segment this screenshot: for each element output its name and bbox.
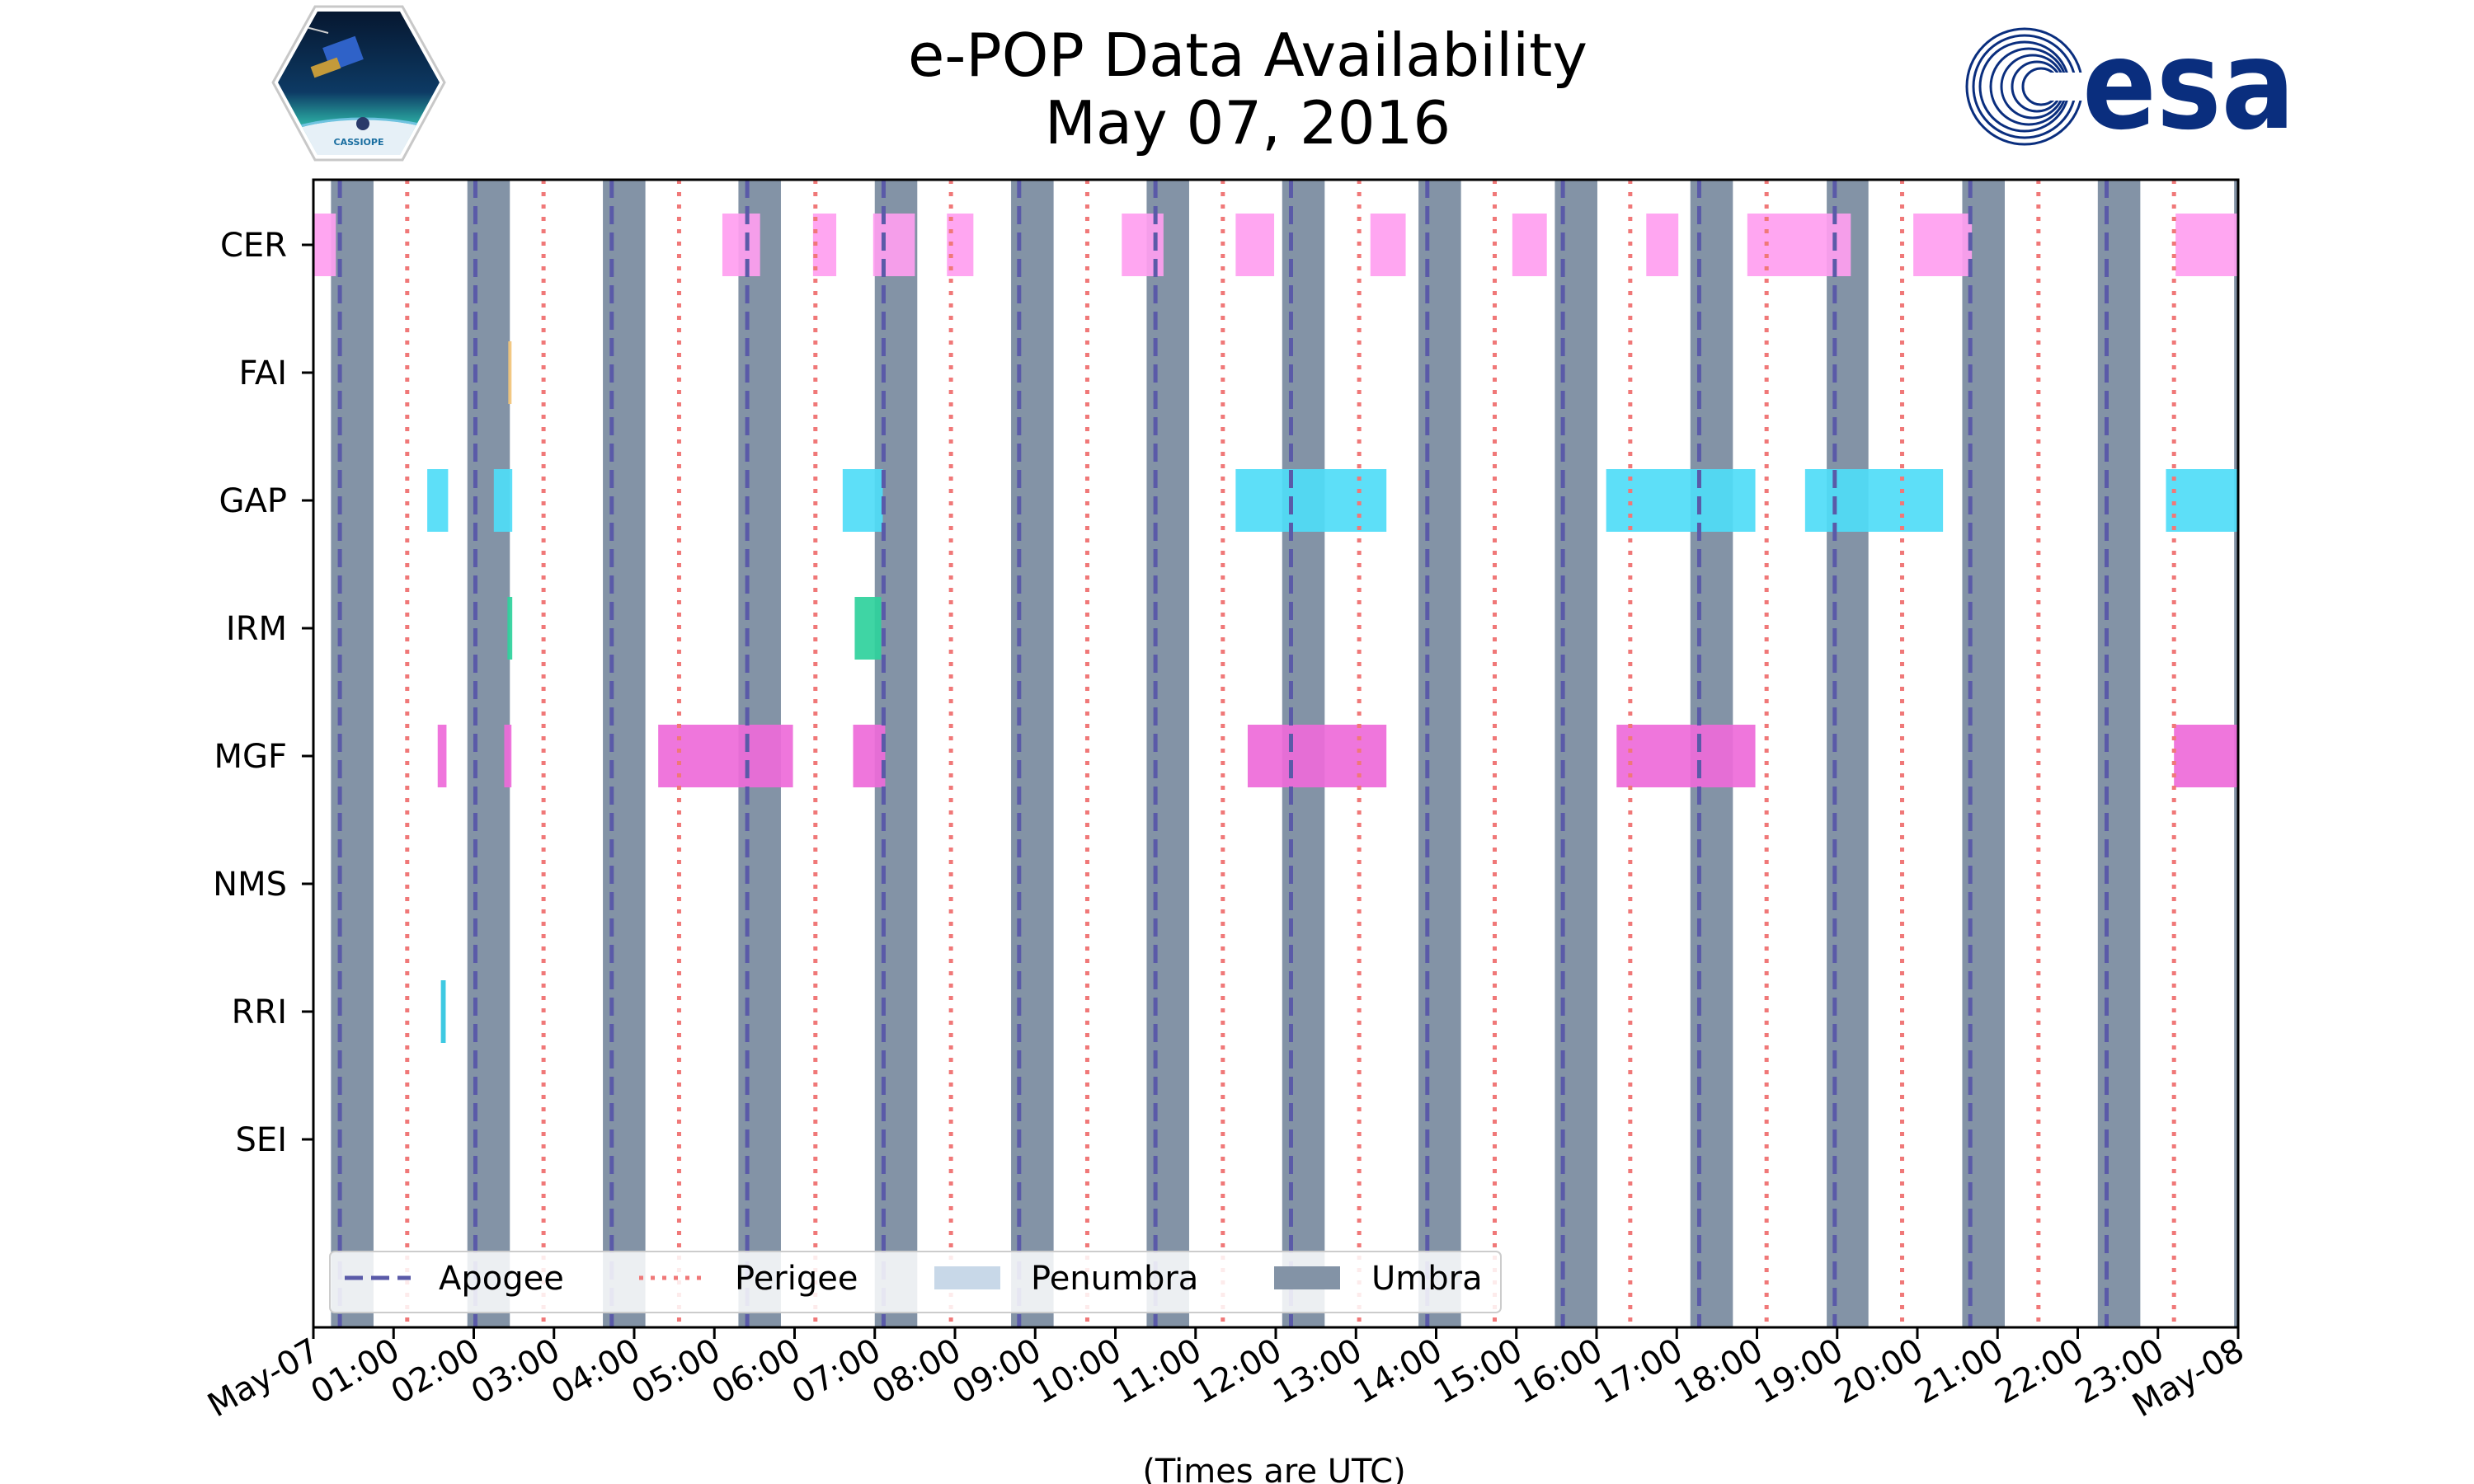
gap-availability-bar-3	[1235, 469, 1387, 532]
irm-availability-bar-1	[854, 597, 882, 660]
x-tick-label-9: 09:00	[946, 1331, 1047, 1411]
fai-availability-bar-0	[508, 341, 512, 404]
mgf-availability-bar-0	[437, 725, 447, 787]
x-tick-label-2: 02:00	[385, 1331, 487, 1411]
legend-umbra-label: Umbra	[1371, 1260, 1483, 1298]
mgf-availability-bar-3	[853, 725, 886, 787]
x-tick-label-17: 17:00	[1587, 1331, 1689, 1411]
y-tick-label-gap: GAP	[219, 482, 287, 520]
cer-availability-bar-0	[313, 214, 336, 276]
legend-umbra-swatch	[1274, 1266, 1340, 1289]
cer-availability-bar-3	[872, 214, 915, 276]
x-tick-label-11: 11:00	[1107, 1331, 1208, 1411]
x-tick-label-8: 08:00	[866, 1331, 967, 1411]
legend-penumbra-swatch	[934, 1266, 1000, 1289]
cassiope-logo-text: CASSIOPE	[334, 137, 384, 148]
x-tick-label-14: 14:00	[1348, 1331, 1449, 1411]
x-tick-label-15: 15:00	[1427, 1331, 1529, 1411]
x-tick-label-18: 18:00	[1668, 1331, 1770, 1411]
cer-availability-bar-1	[722, 214, 760, 276]
x-axis-label: (Times are UTC)	[1142, 1453, 1405, 1484]
gap-availability-bar-6	[2166, 469, 2238, 532]
y-tick-label-mgf: MGF	[214, 738, 287, 776]
x-tick-label-12: 12:00	[1187, 1331, 1288, 1411]
legend: Apogee Perigee Penumbra Umbra	[329, 1251, 1502, 1313]
irm-availability-bar-0	[507, 597, 513, 660]
x-tick-label-13: 13:00	[1267, 1331, 1368, 1411]
y-tick-label-irm: IRM	[226, 610, 287, 648]
mgf-availability-bar-1	[504, 725, 512, 787]
gap-availability-bar-2	[842, 469, 883, 532]
umbra-band-13	[2097, 180, 2141, 1327]
legend-apogee-label: Apogee	[439, 1260, 564, 1298]
x-tick-label-20: 20:00	[1828, 1331, 1930, 1411]
mgf-availability-bar-4	[1247, 725, 1387, 787]
x-tick-label-1: 01:00	[304, 1331, 406, 1411]
cer-availability-bar-12	[2175, 214, 2238, 276]
cer-availability-bar-9	[1646, 214, 1679, 276]
x-tick-label-21: 21:00	[1908, 1331, 2010, 1411]
gap-availability-bar-1	[493, 469, 513, 532]
umbra-band-6	[1146, 180, 1189, 1327]
x-tick-label-22: 22:00	[1989, 1331, 2091, 1411]
chart-title-line1: e-POP Data Availability	[908, 21, 1587, 90]
cer-availability-bar-6	[1235, 214, 1275, 276]
legend-perigee-label: Perigee	[735, 1260, 858, 1298]
gap-availability-bar-0	[427, 469, 449, 532]
y-tick-label-fai: FAI	[239, 355, 288, 392]
x-tick-label-3: 03:00	[465, 1331, 567, 1411]
y-tick-label-sei: SEI	[236, 1121, 287, 1159]
rri-availability-bar-0	[440, 980, 446, 1043]
umbra-band-8	[1418, 180, 1461, 1327]
chart-title-line2: May 07, 2016	[1045, 88, 1451, 157]
x-tick-label-19: 19:00	[1748, 1331, 1850, 1411]
x-tick-label-4: 04:00	[545, 1331, 647, 1411]
x-tick-label-7: 07:00	[786, 1331, 887, 1411]
cer-availability-bar-7	[1370, 214, 1406, 276]
x-tick-label-16: 16:00	[1507, 1331, 1609, 1411]
mgf-availability-bar-2	[658, 725, 793, 787]
cer-availability-bar-11	[1913, 214, 1973, 276]
x-tick-label-10: 10:00	[1027, 1331, 1128, 1411]
esa-logo: esa	[1965, 14, 2295, 157]
y-tick-label-cer: CER	[220, 227, 287, 265]
cer-availability-bar-8	[1512, 214, 1547, 276]
y-tick-label-rri: RRI	[232, 993, 287, 1031]
esa-logo-text: esa	[2082, 14, 2295, 157]
legend-penumbra-label: Penumbra	[1031, 1260, 1198, 1298]
y-tick-label-nms: NMS	[213, 866, 287, 904]
umbra-band-2	[603, 180, 646, 1327]
x-tick-label-5: 05:00	[625, 1331, 727, 1411]
mgf-availability-bar-6	[2174, 725, 2238, 787]
mgf-availability-bar-5	[1616, 725, 1756, 787]
umbra-band-0	[331, 180, 374, 1327]
gap-availability-bar-5	[1804, 469, 1944, 532]
legend-box	[329, 1251, 1502, 1313]
x-tick-label-6: 06:00	[706, 1331, 807, 1411]
